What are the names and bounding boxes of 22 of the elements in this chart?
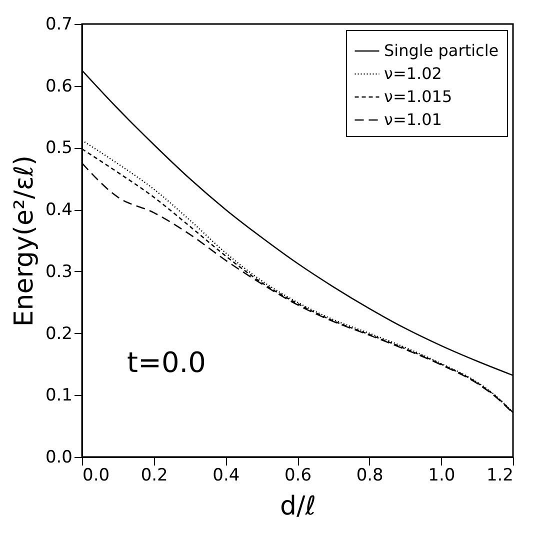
y-tick-label: 0.2 [45, 324, 72, 344]
y-tick-label: 0.0 [45, 448, 72, 468]
y-tick-label: 0.1 [45, 386, 72, 406]
legend-label: Single particle [384, 41, 499, 60]
x-tick-label: 0.4 [212, 466, 240, 486]
y-axis-title: Energy(e²/εℓ) [9, 155, 40, 327]
legend-label: ν=1.015 [384, 87, 452, 106]
legend-label: ν=1.01 [384, 110, 442, 129]
y-tick-label: 0.4 [45, 200, 72, 220]
annotation: t=0.0 [127, 346, 206, 379]
x-tick-label: 0.2 [140, 466, 168, 486]
x-tick-label: 1.2 [486, 466, 514, 486]
y-tick-label: 0.6 [45, 76, 72, 96]
x-tick-label: 1.0 [428, 466, 456, 486]
x-tick-label: 0.8 [356, 466, 384, 486]
y-tick-label: 0.5 [45, 138, 72, 158]
x-axis-title: d/ℓ [280, 492, 316, 522]
legend-label: ν=1.02 [384, 64, 442, 83]
y-tick-label: 0.3 [45, 262, 72, 282]
x-tick-label: 0.6 [284, 466, 312, 486]
y-tick-label: 0.7 [45, 14, 72, 34]
x-tick-label: 0.0 [82, 466, 110, 486]
